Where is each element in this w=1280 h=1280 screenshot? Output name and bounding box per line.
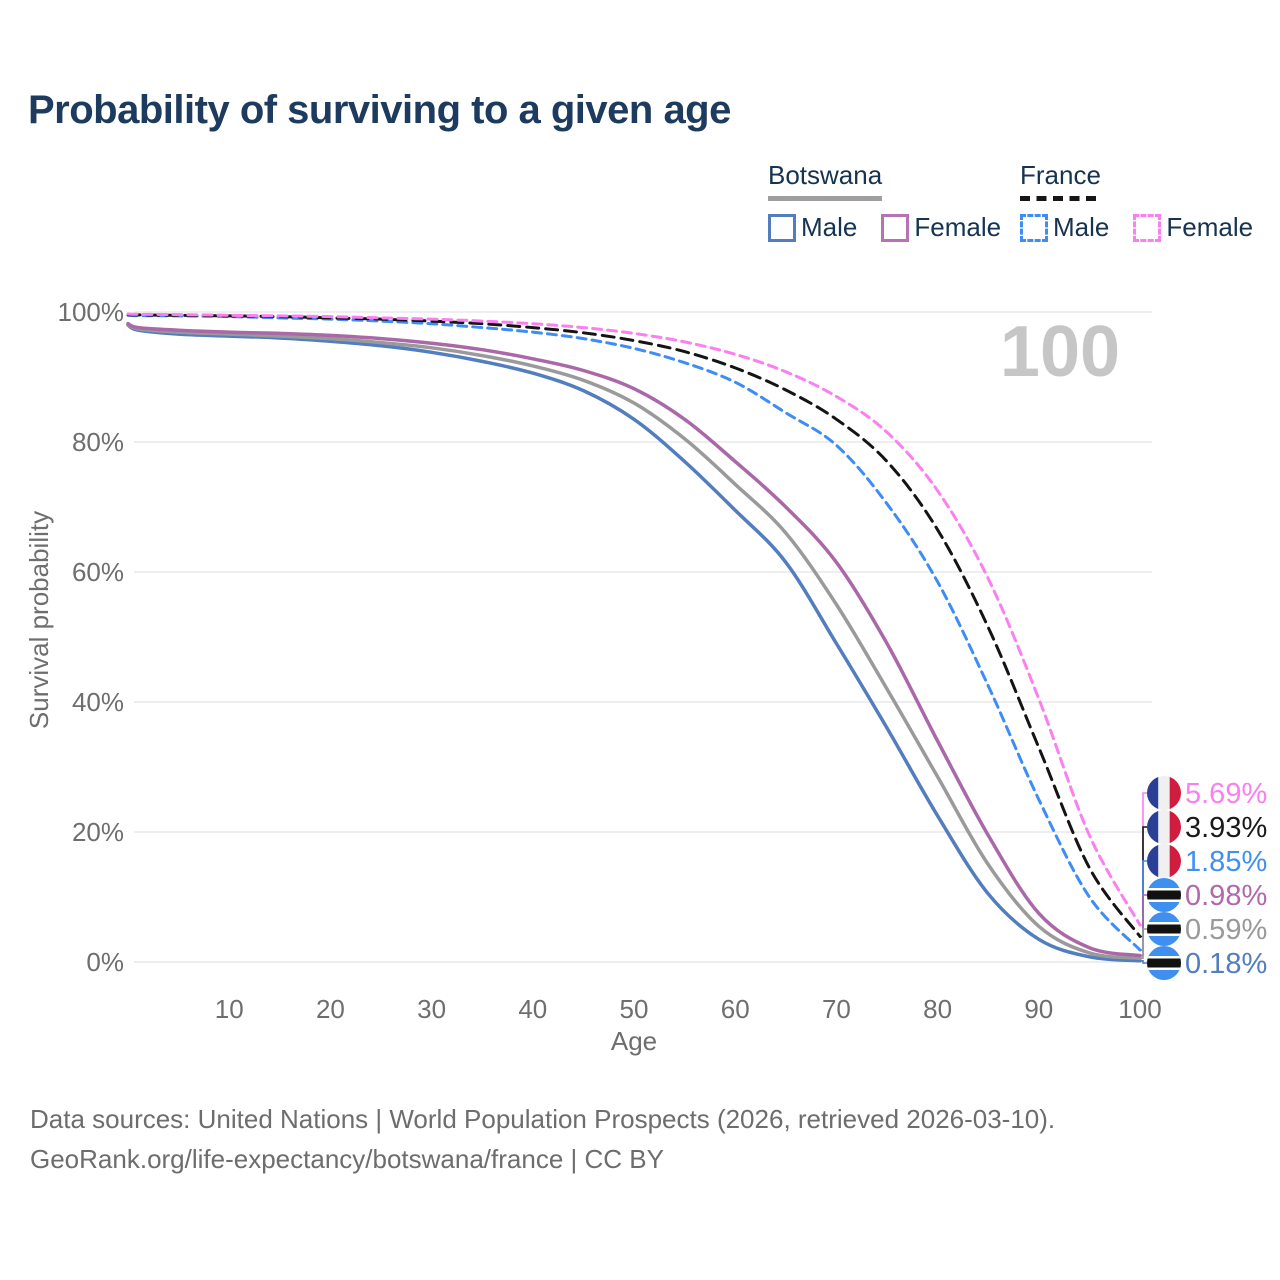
legend-france-linestyle-sample (1020, 196, 1096, 201)
end-label-france-male: 1.85% (1185, 846, 1267, 878)
legend-item-france-male[interactable]: Male (1020, 212, 1109, 243)
end-label-botswana-male: 0.18% (1185, 948, 1267, 980)
legend-item-botswana-female[interactable]: Female (881, 212, 1001, 243)
curve-botswana (126, 322, 1142, 960)
y-tick-label: 60% (72, 557, 124, 587)
curve-botswana-female (126, 321, 1142, 958)
age-100-annotation: 100 (1000, 312, 1120, 392)
x-tick-label: 10 (215, 994, 244, 1024)
botswana-female-swatch-icon (881, 213, 910, 242)
x-tick-label: 50 (620, 994, 649, 1024)
x-tick-label: 90 (1024, 994, 1053, 1024)
botswana-flag-icon (1147, 912, 1181, 946)
legend-label: Male (1053, 212, 1110, 242)
legend-item-botswana-male[interactable]: Male (768, 212, 857, 243)
curve-france (126, 313, 1142, 938)
france-flag-icon (1147, 810, 1181, 844)
data-sources-note: Data sources: United Nations | World Pop… (30, 1104, 1056, 1134)
botswana-flag-icon (1147, 946, 1181, 980)
x-axis-title: Age (611, 1026, 657, 1056)
x-tick-label: 40 (518, 994, 547, 1024)
x-tick-label: 60 (721, 994, 750, 1024)
x-tick-label: 20 (316, 994, 345, 1024)
y-axis-title: Survival probability (24, 511, 54, 729)
end-label-connector-botswana (1140, 928, 1147, 959)
end-label-connector-botswana-female (1140, 894, 1147, 957)
end-label-france: 3.93% (1185, 812, 1267, 844)
legend-item-france-female[interactable]: Female (1133, 212, 1253, 243)
legend-group-france: France Male Female (1020, 160, 1253, 243)
end-label-connector-botswana-male (1140, 960, 1147, 964)
botswana-male-swatch-icon (768, 213, 796, 242)
x-tick-label: 30 (417, 994, 446, 1024)
curve-france-male (126, 313, 1142, 952)
end-label-botswana-female: 0.98% (1185, 880, 1267, 912)
legend-label: Female (914, 212, 1002, 242)
x-tick-label: 70 (822, 994, 851, 1024)
page-title: Probability of surviving to a given age (28, 88, 731, 132)
y-tick-label: 0% (86, 947, 124, 977)
y-tick-label: 20% (72, 817, 124, 847)
y-tick-label: 80% (72, 427, 124, 457)
france-male-swatch-icon (1020, 213, 1048, 242)
legend-country-botswana-label: Botswana (768, 160, 883, 190)
y-tick-label: 40% (72, 687, 124, 717)
y-tick-label: 100% (58, 297, 125, 327)
x-tick-label: 100 (1118, 994, 1161, 1024)
france-flag-icon (1147, 776, 1181, 810)
legend-botswana-linestyle-sample (768, 196, 882, 201)
france-flag-icon (1147, 844, 1181, 878)
legend-group-botswana: Botswana Male Female (768, 160, 1001, 243)
curve-botswana-male (126, 323, 1142, 963)
curve-france-female (126, 312, 1142, 927)
france-female-swatch-icon (1133, 213, 1162, 242)
botswana-flag-icon (1147, 878, 1181, 912)
end-label-botswana: 0.59% (1185, 914, 1267, 946)
x-tick-label: 80 (923, 994, 952, 1024)
legend-label: Female (1166, 212, 1254, 242)
attribution-note: GeoRank.org/life-expectancy/botswana/fra… (30, 1144, 664, 1174)
end-label-france-female: 5.69% (1185, 778, 1267, 810)
legend-country-france-label: France (1020, 160, 1101, 190)
legend-label: Male (801, 212, 858, 242)
